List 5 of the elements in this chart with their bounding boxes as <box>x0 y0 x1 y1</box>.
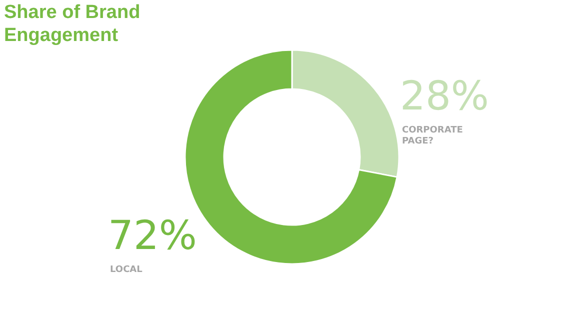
slice-label: CORPORATE PAGE? <box>402 125 463 146</box>
chart-title: Share of Brand Engagement <box>4 2 140 46</box>
data-label: 72% <box>108 213 197 259</box>
data-label: 28% <box>400 73 489 120</box>
slice-label: LOCAL <box>110 265 143 275</box>
